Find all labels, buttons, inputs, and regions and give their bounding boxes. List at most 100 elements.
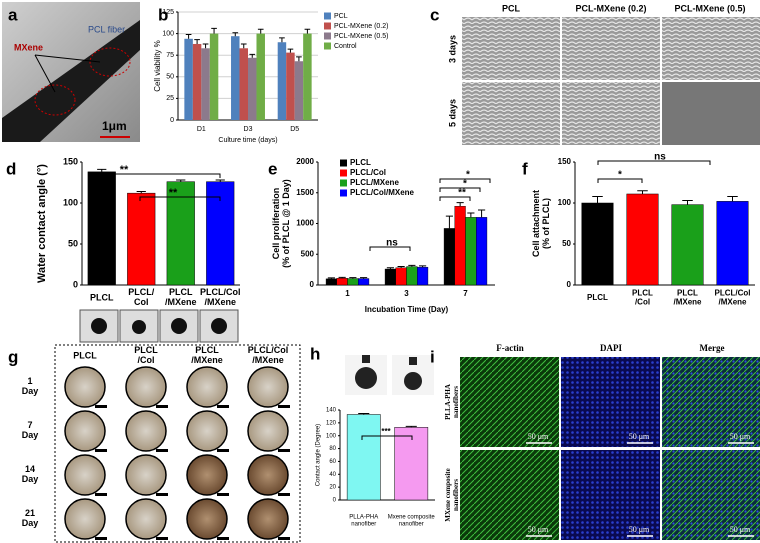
x-tick-label: PLCL/Col [128, 287, 154, 307]
y-tick-label: 50 [166, 74, 174, 81]
row-label: 7 Day [22, 420, 39, 440]
bar [443, 228, 455, 286]
y-axis-label: Water contact angle (°) [36, 164, 48, 283]
panel-a: a PCL fiber MXene 1μm [2, 2, 140, 142]
bracket [139, 196, 221, 201]
sem-image [662, 82, 760, 145]
error-bar [215, 179, 225, 182]
error-bar [136, 191, 146, 194]
column-label: PCL-MXene (0.2) [575, 3, 646, 13]
legend-swatch [324, 32, 331, 40]
dish-image [125, 366, 167, 408]
error-bar [349, 277, 357, 279]
column-label: PLCL/Col/MXene [248, 345, 289, 365]
x-tick-label: PLCL [90, 292, 114, 302]
error-bar [202, 43, 209, 49]
y-axis-label: Contact angle (Degree) [316, 424, 322, 486]
x-tick-label: D5 [290, 126, 299, 133]
error-bar [211, 27, 217, 34]
bar [417, 266, 429, 286]
panel-i: i F-actin DAPI Merge PLLA-PHAnanofibers 50 μ… [430, 343, 760, 540]
bracket [439, 196, 471, 201]
bar [336, 278, 348, 286]
x-tick-label: PLCL/MXene [673, 289, 702, 307]
dish-image [64, 454, 106, 496]
scale-bar [278, 449, 290, 452]
row-label: 1 Day [22, 376, 39, 396]
bar [127, 192, 156, 286]
error-bar [194, 39, 200, 44]
y-tick-label: 100 [326, 433, 337, 439]
dish-image [64, 498, 106, 540]
image-label: PCL fiber [88, 24, 125, 34]
scale-bar [95, 449, 107, 452]
y-tick-label: 40 [329, 472, 336, 478]
y-axis-label: Cell proliferation(% of PLCL @ 1 Day) [271, 179, 291, 268]
scale-bar [95, 493, 107, 496]
bracket [361, 435, 413, 440]
y-tick-label: 0 [567, 280, 572, 289]
legend-label: PLCL/Col [350, 168, 386, 177]
error-bar [478, 209, 486, 218]
dish-image [247, 454, 289, 496]
y-tick-label: 100 [558, 198, 572, 207]
bracket [597, 178, 643, 183]
y-tick-label: 50 [562, 239, 571, 248]
x-tick-label: D3 [244, 126, 253, 133]
y-tick-label: 0 [333, 498, 337, 504]
legend-label: PCL-MXene (0.2) [334, 23, 388, 30]
scale-bar [95, 537, 107, 540]
dish-image [247, 498, 289, 540]
bar [626, 193, 659, 286]
y-tick-label: 120 [326, 420, 337, 426]
bar [184, 38, 193, 121]
row-label: 3 days [447, 35, 457, 63]
bracket [439, 178, 491, 183]
error-bar [419, 265, 427, 268]
y-tick-label: 1000 [296, 219, 314, 228]
error-bar [249, 53, 256, 58]
x-axis-label: Incubation Time (Day) [365, 305, 449, 314]
y-tick-label: 25 [166, 95, 174, 102]
annotation: ** [169, 187, 178, 199]
panel-label: f [522, 159, 528, 178]
row-label: PLLA-PHAnanofibers [444, 384, 460, 420]
annotation: ns [386, 238, 398, 249]
error-bar [360, 277, 368, 279]
panel-label: a [8, 5, 18, 24]
sem-image [662, 17, 760, 80]
error-bar [176, 179, 186, 182]
arrow [34, 54, 56, 93]
error-bar [445, 215, 453, 229]
error-bar [397, 266, 405, 268]
y-tick-label: 0 [310, 280, 315, 289]
dish-image [125, 410, 167, 452]
bar [395, 267, 407, 286]
bar [277, 42, 287, 120]
bar [87, 171, 116, 286]
scale-label: 50 μm [629, 525, 650, 534]
scale-bar [278, 405, 290, 408]
legend-swatch [340, 189, 347, 197]
legend-label: PCL [334, 13, 348, 20]
bar [384, 268, 396, 286]
sem-image [562, 82, 660, 145]
bar [671, 204, 704, 286]
panel-g: g PLCL PLCL/Col PLCL/MXene PLCL/Col/MXene 1 D… [8, 344, 301, 543]
circle [34, 84, 76, 116]
error-bar [338, 276, 346, 279]
row-label: 5 days [447, 99, 457, 127]
bar [209, 33, 219, 120]
y-tick-label: 0 [170, 117, 174, 124]
y-axis-label: Cell viability % [153, 40, 162, 92]
legend-label: PCL-MXene (0.5) [334, 33, 388, 40]
column-label: F-actin [496, 343, 524, 353]
dish-image [247, 410, 289, 452]
row-label: MXene compositenanofibers [444, 468, 460, 521]
circle [89, 47, 131, 77]
droplets-d [79, 309, 239, 343]
legend-label: PLCL [350, 158, 371, 167]
x-tick-label: PLCL/Col/MXene [715, 289, 751, 307]
y-tick-label: 60 [329, 459, 336, 465]
y-tick-label: 75 [166, 52, 174, 59]
